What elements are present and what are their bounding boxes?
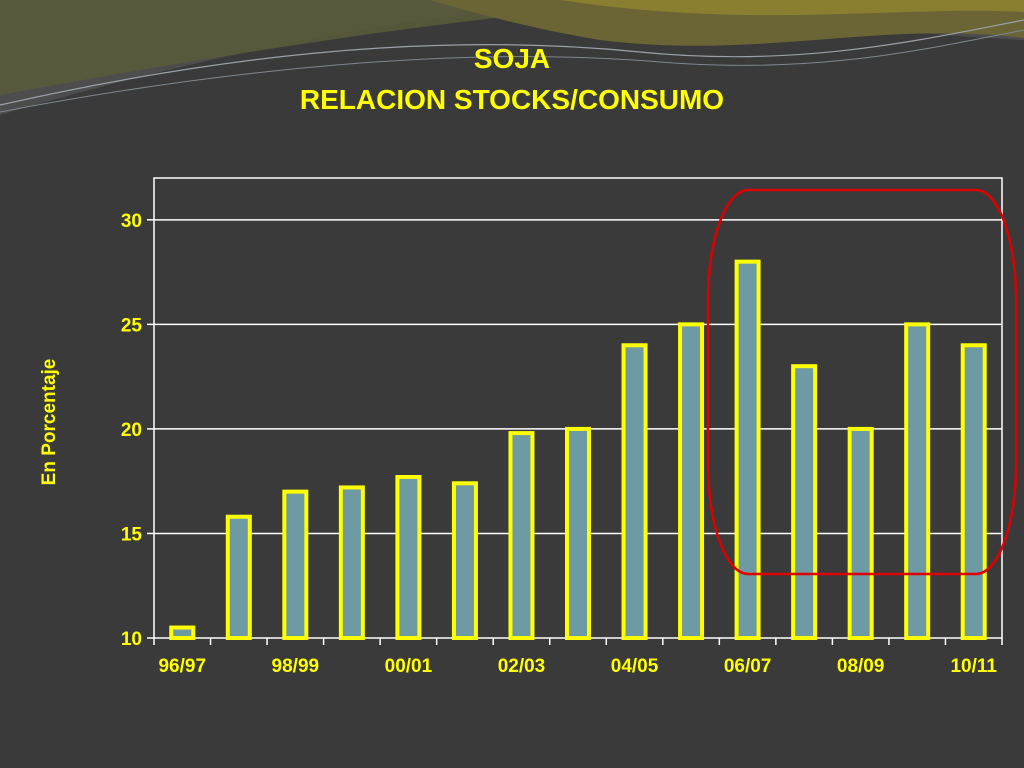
slide-title-line-1: SOJA: [473, 43, 551, 74]
bar-08-09: [847, 426, 874, 640]
y-tick-label: 25: [121, 315, 143, 336]
y-tick-label: 20: [121, 420, 142, 441]
slide-title-line-2: RELACION STOCKS/CONSUMO: [299, 84, 725, 115]
bar-02-03: [508, 431, 535, 640]
bar-99-00: [338, 485, 365, 641]
y-axis-title: En Porcentaje: [39, 359, 60, 486]
x-tick-label: 02/03: [498, 656, 546, 677]
bar-05-06: [678, 322, 705, 640]
bar-98-99: [282, 489, 309, 640]
x-tick-label: 00/01: [385, 656, 433, 677]
x-tick-label: 06/07: [724, 656, 772, 677]
x-tick-label: 98/99: [272, 656, 320, 677]
x-tick-label: 04/05: [611, 656, 659, 677]
bar-01-02: [451, 481, 478, 641]
bar-10-11: [960, 343, 987, 640]
bar-00-01: [395, 475, 422, 640]
y-tick-label: 15: [121, 524, 143, 545]
bar-04-05: [621, 343, 648, 640]
bar-09-10: [904, 322, 931, 640]
bar-07-08: [791, 364, 818, 640]
decorative-swoosh-background: [0, 0, 1024, 115]
x-tick-label: 10/11: [950, 656, 997, 677]
bar-03-04: [565, 426, 591, 640]
y-tick-label: 30: [121, 211, 142, 232]
x-tick-label: 08/09: [837, 656, 885, 677]
y-tick-label: 10: [121, 629, 142, 650]
bar-97-98: [225, 514, 252, 641]
x-tick-label: 96/97: [158, 656, 206, 677]
bar-96-97: [169, 625, 196, 641]
bar-06-07: [734, 259, 761, 640]
highlight-outline: [706, 188, 1018, 576]
